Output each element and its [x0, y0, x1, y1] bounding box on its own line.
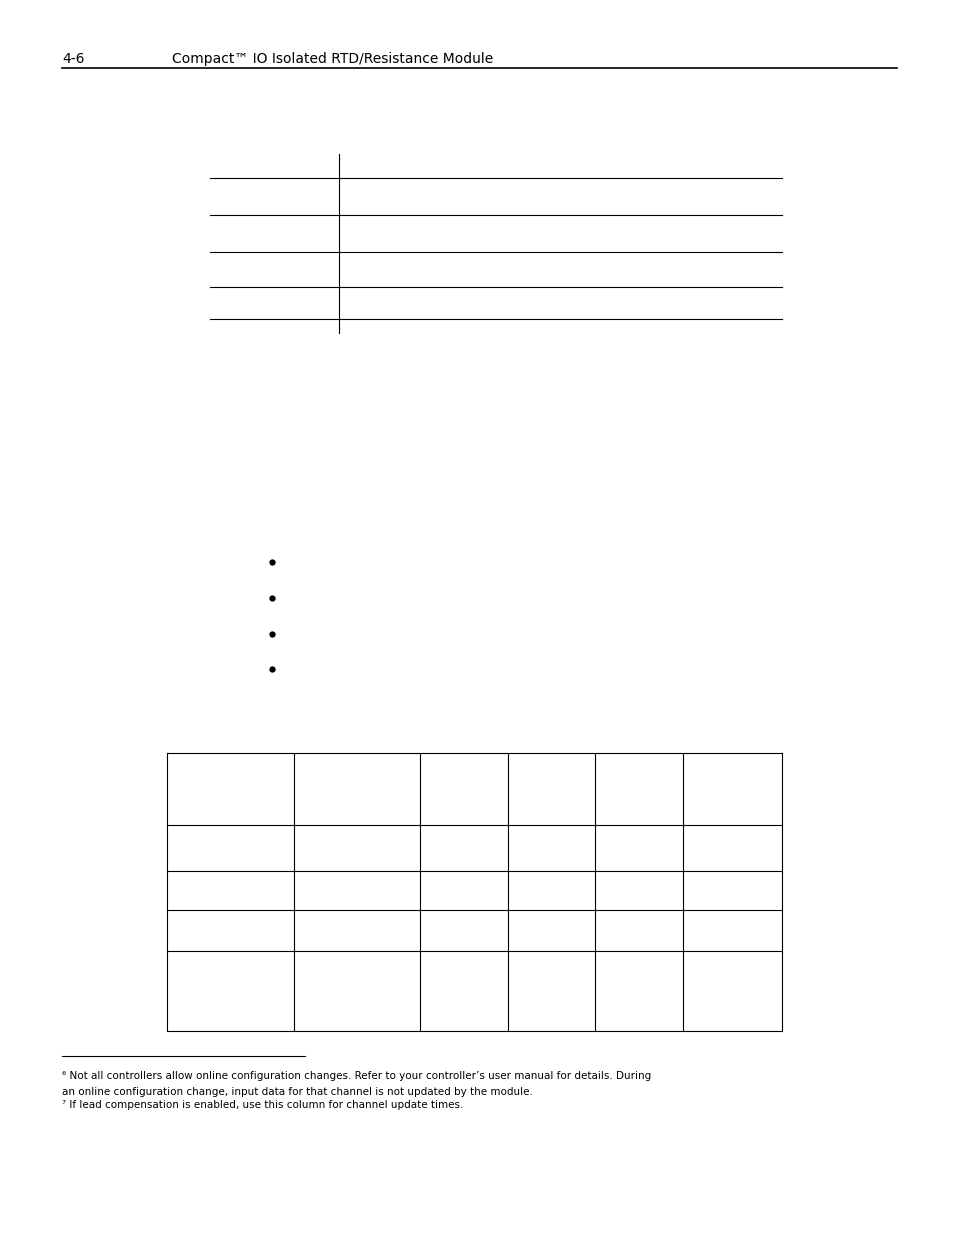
Text: ⁶ Not all controllers allow online configuration changes. Refer to your controll: ⁶ Not all controllers allow online confi… — [62, 1071, 651, 1081]
Text: 4-6: 4-6 — [62, 52, 85, 65]
Text: ⁷ If lead compensation is enabled, use this column for channel update times.: ⁷ If lead compensation is enabled, use t… — [62, 1100, 463, 1110]
Text: an online configuration change, input data for that channel is not updated by th: an online configuration change, input da… — [62, 1087, 533, 1097]
Text: Compact™ IO Isolated RTD/Resistance Module: Compact™ IO Isolated RTD/Resistance Modu… — [172, 52, 493, 65]
